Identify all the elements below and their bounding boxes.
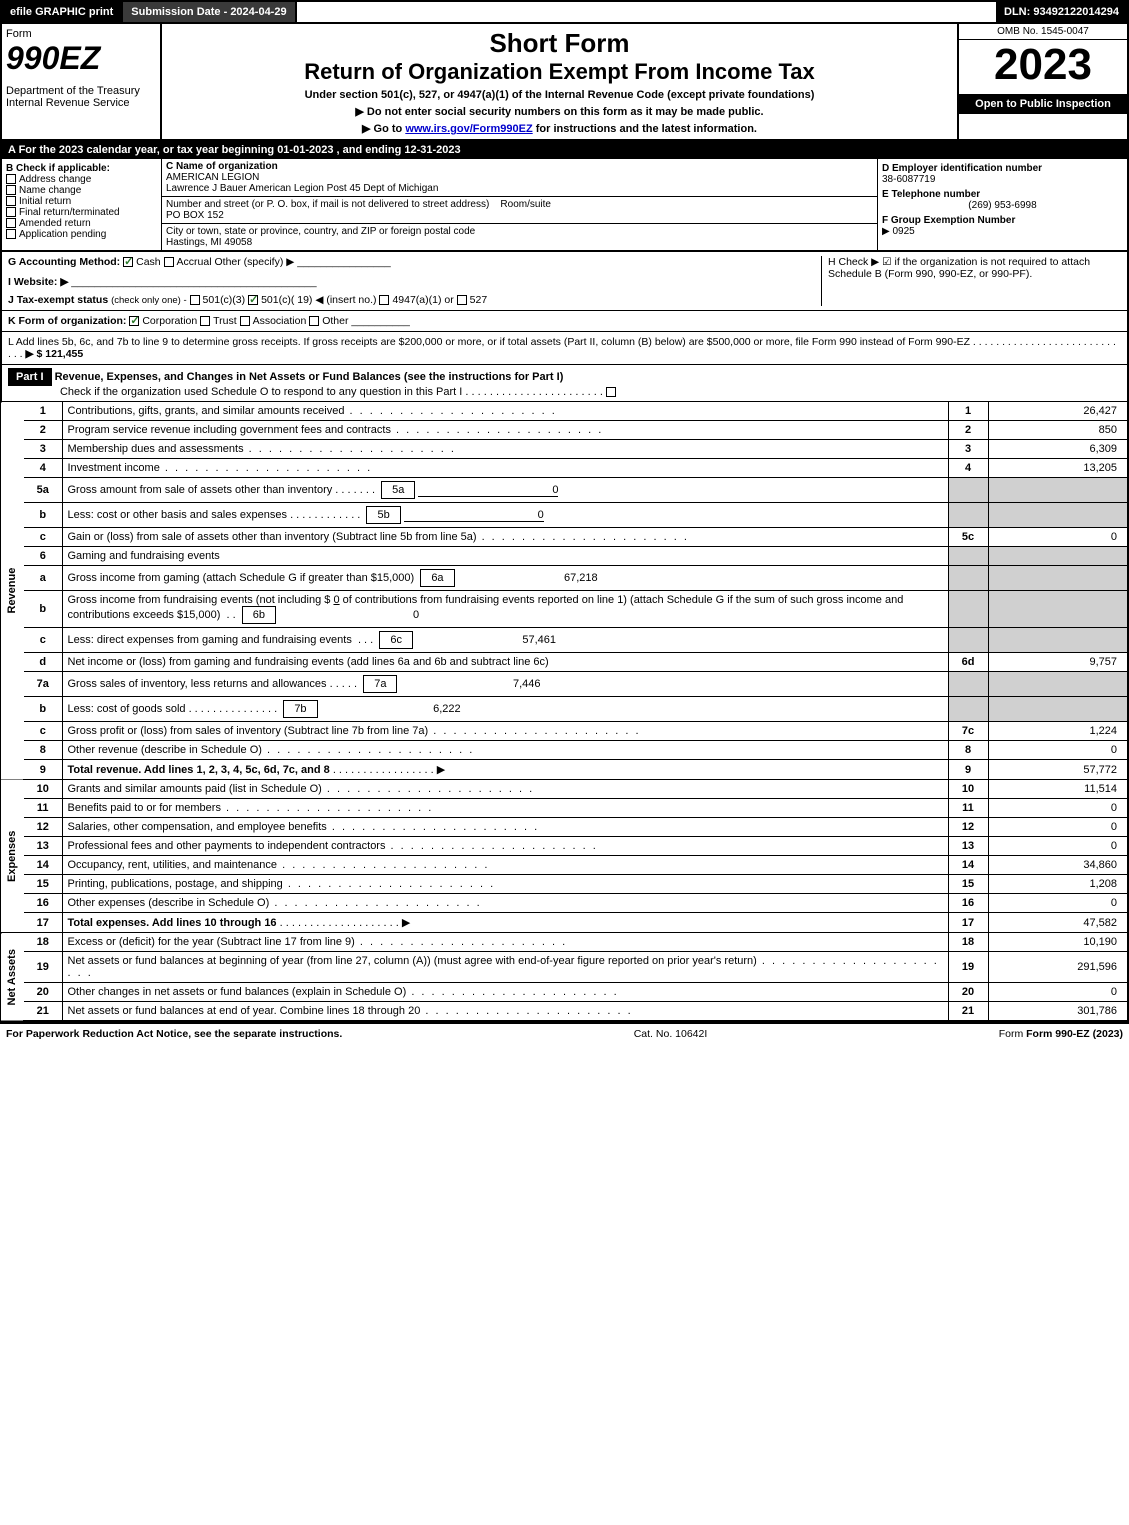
dept-treasury: Department of the Treasury bbox=[6, 85, 156, 97]
expenses-label: Expenses bbox=[1, 780, 24, 933]
irs-link[interactable]: www.irs.gov/Form990EZ bbox=[405, 123, 532, 135]
form-header: Form 990EZ Department of the Treasury In… bbox=[0, 24, 1129, 141]
submission-date: Submission Date - 2024-04-29 bbox=[123, 2, 296, 22]
telephone: (269) 953-6998 bbox=[882, 200, 1123, 211]
chk-4947[interactable] bbox=[379, 295, 389, 305]
short-form-title: Short Form bbox=[166, 28, 953, 59]
form-label: Form bbox=[6, 28, 156, 40]
section-a: A For the 2023 calendar year, or tax yea… bbox=[0, 141, 1129, 159]
top-bar: efile GRAPHIC print Submission Date - 20… bbox=[0, 0, 1129, 24]
chk-527[interactable] bbox=[457, 295, 467, 305]
subtitle-2: ▶ Do not enter social security numbers o… bbox=[166, 105, 953, 118]
line-k: K Form of organization: Corporation Trus… bbox=[0, 311, 1129, 332]
line-l: L Add lines 5b, 6c, and 7b to line 9 to … bbox=[0, 332, 1129, 365]
chk-501c3[interactable] bbox=[190, 295, 200, 305]
chk-pending[interactable] bbox=[6, 229, 16, 239]
chk-501c[interactable] bbox=[248, 295, 258, 305]
irs: Internal Revenue Service bbox=[6, 97, 156, 109]
section-def: D Employer identification number 38-6087… bbox=[877, 159, 1127, 250]
chk-final-return[interactable] bbox=[6, 207, 16, 217]
chk-trust[interactable] bbox=[200, 316, 210, 326]
chk-schedule-o[interactable] bbox=[606, 387, 616, 397]
revenue-label: Revenue bbox=[1, 402, 24, 780]
omb-number: OMB No. 1545-0047 bbox=[959, 24, 1127, 40]
section-c: C Name of organizationAMERICAN LEGIONLaw… bbox=[162, 159, 877, 250]
chk-corp[interactable] bbox=[129, 316, 139, 326]
chk-initial-return[interactable] bbox=[6, 196, 16, 206]
section-b: B Check if applicable: Address change Na… bbox=[2, 159, 162, 250]
ein: 38-6087719 bbox=[882, 174, 1123, 185]
form-number: 990EZ bbox=[6, 40, 156, 77]
subtitle-3: ▶ Go to www.irs.gov/Form990EZ for instru… bbox=[166, 122, 953, 135]
chk-assoc[interactable] bbox=[240, 316, 250, 326]
paperwork-notice: For Paperwork Reduction Act Notice, see … bbox=[6, 1028, 342, 1040]
chk-amended[interactable] bbox=[6, 218, 16, 228]
footer: For Paperwork Reduction Act Notice, see … bbox=[0, 1022, 1129, 1044]
chk-other-org[interactable] bbox=[309, 316, 319, 326]
financial-table: Revenue 1Contributions, gifts, grants, a… bbox=[0, 402, 1129, 1022]
net-assets-label: Net Assets bbox=[1, 933, 24, 1022]
info-grid: B Check if applicable: Address change Na… bbox=[0, 159, 1129, 252]
form-ref: Form Form 990-EZ (2023) bbox=[999, 1028, 1123, 1040]
subtitle-1: Under section 501(c), 527, or 4947(a)(1)… bbox=[166, 89, 953, 101]
form-title: Return of Organization Exempt From Incom… bbox=[166, 59, 953, 85]
chk-accrual[interactable] bbox=[164, 257, 174, 267]
part-1-header: Part I Revenue, Expenses, and Changes in… bbox=[0, 365, 1129, 402]
chk-name-change[interactable] bbox=[6, 185, 16, 195]
efile-print-button[interactable]: efile GRAPHIC print bbox=[2, 2, 123, 22]
tax-year: 2023 bbox=[959, 40, 1127, 90]
cat-no: Cat. No. 10642I bbox=[634, 1028, 708, 1040]
section-h: H Check ▶ ☑ if the organization is not r… bbox=[821, 256, 1121, 306]
chk-cash[interactable] bbox=[123, 257, 133, 267]
chk-address-change[interactable] bbox=[6, 174, 16, 184]
open-inspection: Open to Public Inspection bbox=[959, 94, 1127, 114]
line-g-h: G Accounting Method: Cash Accrual Other … bbox=[0, 252, 1129, 311]
group-exemption: ▶ 0925 bbox=[882, 226, 1123, 237]
dln: DLN: 93492122014294 bbox=[996, 2, 1127, 22]
